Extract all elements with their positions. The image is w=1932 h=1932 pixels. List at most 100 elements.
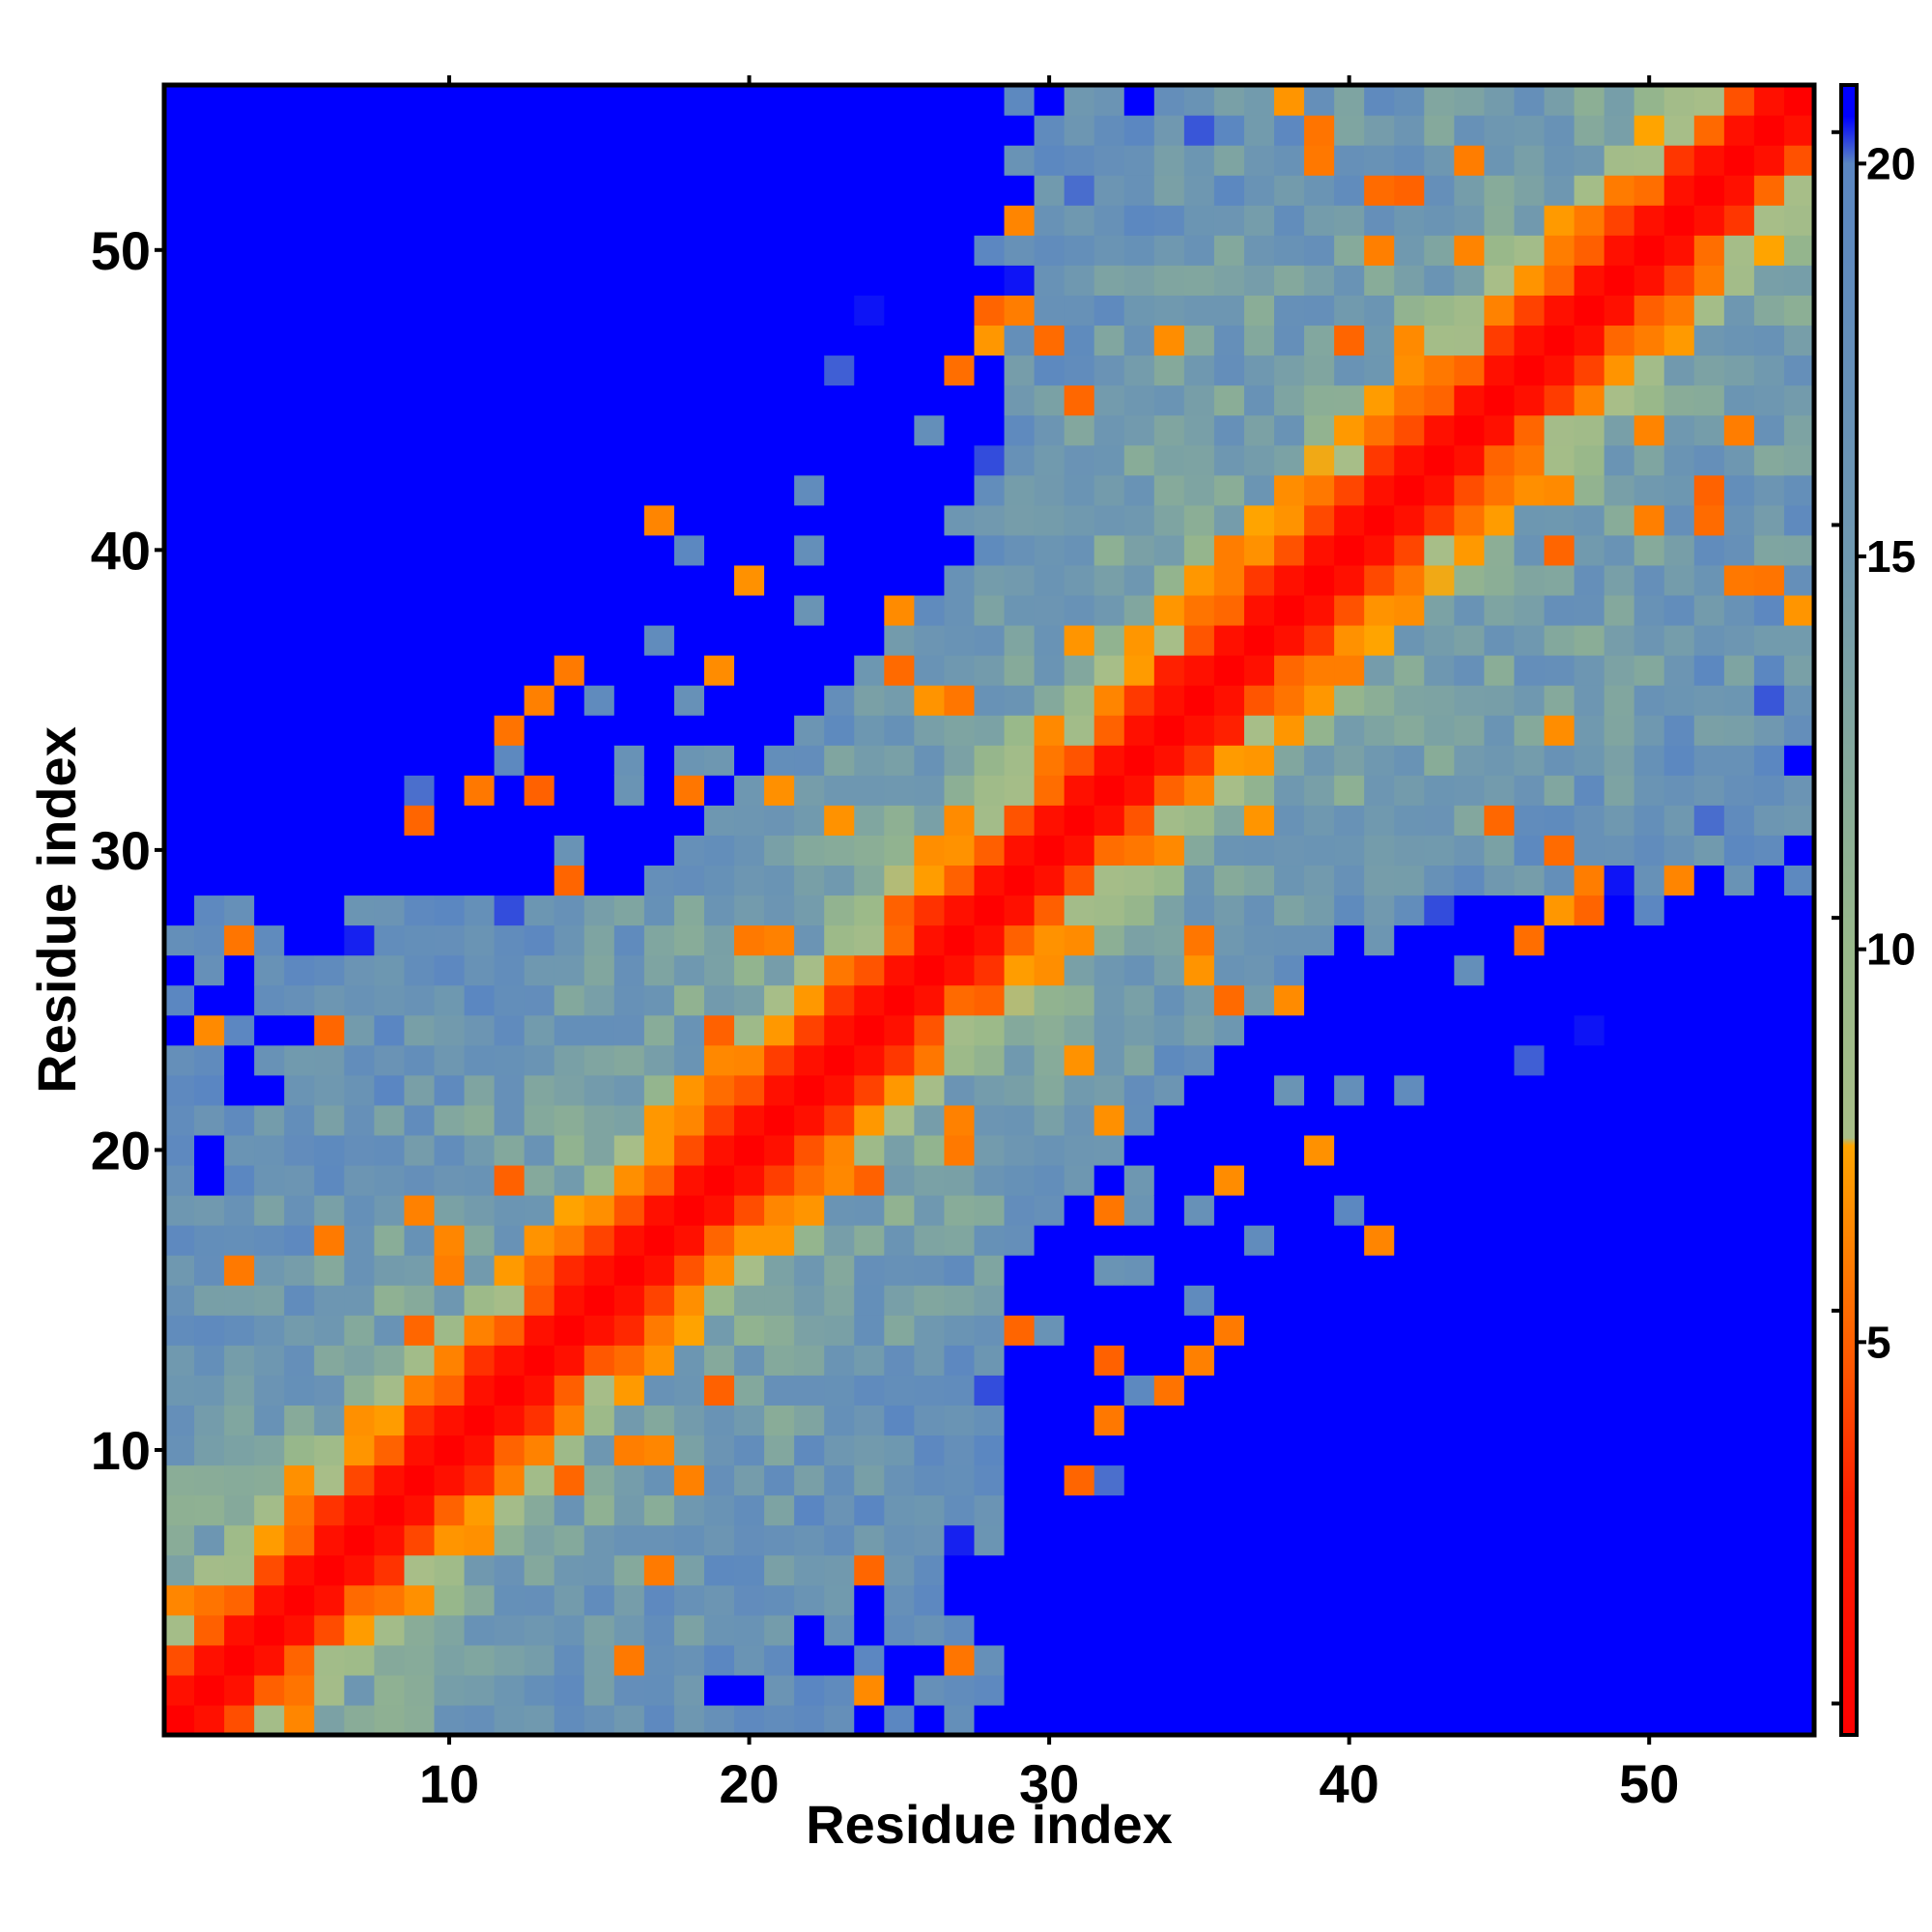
heatmap-cell: [524, 805, 555, 836]
heatmap-cell: [1334, 1554, 1365, 1586]
heatmap-cell: [1663, 1044, 1695, 1076]
heatmap-cell: [1783, 1225, 1815, 1256]
heatmap-cell: [1604, 924, 1635, 956]
heatmap-cell: [824, 745, 855, 776]
heatmap-cell: [1243, 1584, 1275, 1616]
heatmap-cell: [524, 685, 555, 716]
heatmap-cell: [494, 1195, 526, 1226]
heatmap-cell: [1123, 1225, 1155, 1256]
heatmap-cell: [464, 1644, 496, 1676]
heatmap-cell: [1213, 1644, 1245, 1676]
heatmap-cell: [374, 835, 406, 867]
heatmap-cell: [764, 1345, 795, 1376]
heatmap-cell: [1604, 715, 1635, 746]
heatmap-cell: [884, 1345, 915, 1376]
heatmap-cell: [1394, 1464, 1425, 1496]
heatmap-cell: [1274, 655, 1305, 686]
heatmap-cell: [914, 145, 946, 176]
heatmap-cell: [554, 1644, 585, 1676]
heatmap-cell: [1604, 624, 1635, 656]
heatmap-cell: [1094, 1584, 1125, 1616]
heatmap-cell: [1064, 504, 1095, 536]
heatmap-cell: [1514, 984, 1546, 1016]
heatmap-cell: [1574, 1405, 1605, 1436]
heatmap-cell: [404, 325, 436, 356]
heatmap-cell: [194, 1044, 225, 1076]
heatmap-cell: [1723, 1644, 1755, 1676]
heatmap-cell: [1064, 474, 1095, 506]
heatmap-cell: [703, 685, 735, 716]
heatmap-cell: [794, 1524, 825, 1556]
heatmap-cell: [1424, 715, 1455, 746]
heatmap-cell: [1364, 1704, 1395, 1736]
heatmap-cell: [1213, 564, 1245, 596]
heatmap-cell: [703, 355, 735, 386]
heatmap-cell: [613, 1315, 645, 1346]
heatmap-cell: [944, 474, 976, 506]
heatmap-cell: [1004, 1225, 1036, 1256]
heatmap-cell: [1574, 1375, 1605, 1406]
heatmap-cell: [1424, 504, 1455, 536]
heatmap-cell: [1544, 1614, 1576, 1646]
heatmap-cell: [494, 205, 526, 236]
heatmap-cell: [1334, 1405, 1365, 1436]
heatmap-cell: [1604, 895, 1635, 926]
heatmap-cell: [854, 594, 885, 626]
heatmap-cell: [1213, 895, 1245, 926]
heatmap-cell: [583, 265, 615, 296]
heatmap-cell: [1123, 1405, 1155, 1436]
heatmap-cell: [1364, 715, 1395, 746]
heatmap-cell: [824, 1074, 855, 1106]
heatmap-cell: [1274, 414, 1305, 446]
heatmap-cell: [1663, 1345, 1695, 1376]
heatmap-cell: [974, 175, 1006, 206]
heatmap-cell: [643, 564, 675, 596]
heatmap-cell: [1123, 924, 1155, 956]
heatmap-cell: [494, 865, 526, 896]
heatmap-cell: [824, 295, 855, 327]
heatmap-cell: [1484, 865, 1516, 896]
heatmap-cell: [1304, 1074, 1335, 1106]
heatmap-cell: [284, 835, 315, 867]
heatmap-cell: [1123, 564, 1155, 596]
heatmap-cell: [1123, 444, 1155, 476]
heatmap-cell: [884, 444, 915, 476]
heatmap-cell: [1064, 895, 1095, 926]
heatmap-cell: [1394, 1674, 1425, 1706]
heatmap-cell: [1183, 1704, 1215, 1736]
heatmap-cell: [1304, 85, 1335, 116]
heatmap-cell: [734, 984, 765, 1016]
heatmap-cell: [194, 534, 225, 566]
heatmap-cell: [404, 1044, 436, 1076]
heatmap-cell: [673, 1464, 705, 1496]
heatmap-cell: [794, 1255, 825, 1286]
heatmap-cell: [673, 1134, 705, 1166]
heatmap-cell: [914, 655, 946, 686]
heatmap-cell: [1663, 444, 1695, 476]
heatmap-cell: [284, 145, 315, 176]
heatmap-cell: [1663, 1014, 1695, 1046]
heatmap-cell: [1183, 895, 1215, 926]
heatmap-cell: [673, 355, 705, 386]
heatmap-cell: [1243, 414, 1275, 446]
heatmap-cell: [1304, 1674, 1335, 1706]
heatmap-cell: [703, 745, 735, 776]
heatmap-cell: [1544, 745, 1576, 776]
heatmap-cell: [583, 954, 615, 986]
heatmap-cell: [1783, 1464, 1815, 1496]
heatmap-cell: [1364, 325, 1395, 356]
heatmap-cell: [1183, 1494, 1215, 1526]
heatmap-cell: [464, 205, 496, 236]
heatmap-cell: [1304, 805, 1335, 836]
heatmap-cell: [1544, 384, 1576, 416]
heatmap-cell: [794, 1315, 825, 1346]
heatmap-cell: [1183, 355, 1215, 386]
heatmap-cell: [254, 1674, 285, 1706]
heatmap-cell: [1723, 1044, 1755, 1076]
heatmap-cell: [1634, 624, 1665, 656]
heatmap-cell: [914, 175, 946, 206]
heatmap-cell: [1274, 115, 1305, 146]
heatmap-cell: [494, 835, 526, 867]
heatmap-cell: [524, 1614, 555, 1646]
heatmap-cell: [884, 1674, 915, 1706]
